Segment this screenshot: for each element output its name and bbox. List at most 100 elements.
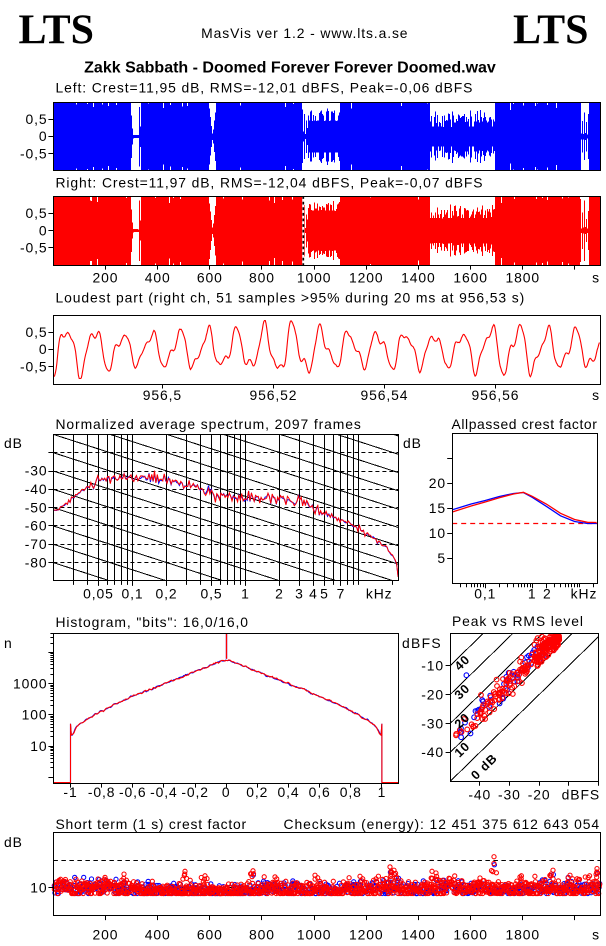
svg-text:1400: 1400 — [401, 927, 436, 943]
svg-text:1200: 1200 — [349, 270, 384, 286]
svg-text:5: 5 — [437, 550, 446, 566]
svg-text:0,5: 0,5 — [25, 324, 47, 340]
svg-text:0,2: 0,2 — [246, 784, 268, 800]
svg-text:Histogram, "bits": 16,0/16,0: Histogram, "bits": 16,0/16,0 — [56, 614, 249, 630]
svg-text:1600: 1600 — [453, 927, 488, 943]
svg-text:-30: -30 — [421, 715, 444, 731]
svg-text:0,5: 0,5 — [25, 205, 47, 221]
svg-text:20: 20 — [429, 475, 446, 491]
svg-text:-60: -60 — [25, 518, 48, 534]
svg-text:10: 10 — [30, 738, 47, 754]
svg-text:-1: -1 — [63, 784, 77, 800]
svg-text:0,05: 0,05 — [83, 585, 114, 601]
svg-text:1400: 1400 — [401, 270, 436, 286]
svg-text:956,52: 956,52 — [249, 387, 297, 403]
svg-text:2: 2 — [275, 585, 284, 601]
svg-text:-20: -20 — [421, 686, 444, 702]
svg-text:Right: Crest=11,97 dB, RMS=-12: Right: Crest=11,97 dB, RMS=-12,04 dBFS, … — [56, 175, 484, 191]
svg-text:956,54: 956,54 — [360, 387, 408, 403]
svg-text:1: 1 — [528, 585, 537, 601]
svg-text:1600: 1600 — [453, 270, 488, 286]
svg-text:Allpassed crest factor: Allpassed crest factor — [452, 416, 598, 432]
svg-text:Zakk Sabbath - Doomed Forever: Zakk Sabbath - Doomed Forever Forever Do… — [84, 60, 496, 77]
svg-text:0: 0 — [39, 128, 48, 144]
svg-text:0: 0 — [39, 222, 48, 238]
svg-text:1: 1 — [241, 585, 250, 601]
svg-text:1000: 1000 — [13, 675, 48, 691]
svg-text:Checksum (energy): 12 451 375: Checksum (energy): 12 451 375 612 643 05… — [284, 816, 600, 832]
svg-text:400: 400 — [145, 927, 171, 943]
svg-text:1800: 1800 — [505, 927, 540, 943]
svg-text:600: 600 — [197, 927, 223, 943]
svg-text:-40: -40 — [468, 786, 491, 802]
svg-text:2: 2 — [543, 585, 552, 601]
svg-text:Left: Crest=11,95 dB, RMS=-12,: Left: Crest=11,95 dB, RMS=-12,01 dBFS, P… — [56, 79, 474, 95]
svg-text:dBFS: dBFS — [562, 786, 600, 802]
svg-text:-70: -70 — [25, 536, 48, 552]
svg-text:10: 10 — [30, 880, 47, 896]
svg-text:s: s — [592, 387, 600, 403]
svg-text:-0,5: -0,5 — [20, 240, 48, 256]
svg-text:kHz: kHz — [571, 585, 598, 601]
svg-text:-0,5: -0,5 — [20, 146, 48, 162]
svg-text:1800: 1800 — [505, 270, 540, 286]
svg-text:-0,6: -0,6 — [119, 784, 147, 800]
svg-text:0,4: 0,4 — [277, 784, 299, 800]
svg-text:1000: 1000 — [297, 270, 332, 286]
svg-text:-30: -30 — [25, 463, 48, 479]
svg-text:Normalized average spectrum, 2: Normalized average spectrum, 2097 frames — [56, 416, 362, 432]
svg-text:LTS: LTS — [19, 8, 95, 54]
svg-text:-20: -20 — [528, 786, 551, 802]
svg-text:200: 200 — [93, 927, 119, 943]
svg-text:0: 0 — [39, 341, 48, 357]
svg-text:0,5: 0,5 — [200, 585, 222, 601]
svg-text:-0,8: -0,8 — [88, 784, 116, 800]
svg-text:200: 200 — [93, 270, 119, 286]
svg-text:0,6: 0,6 — [309, 784, 331, 800]
svg-text:0,2: 0,2 — [155, 585, 177, 601]
svg-text:Peak vs RMS level: Peak vs RMS level — [452, 613, 584, 629]
svg-text:7: 7 — [337, 585, 346, 601]
svg-text:-10: -10 — [421, 657, 444, 673]
svg-text:0: 0 — [222, 784, 231, 800]
svg-text:-0,4: -0,4 — [150, 784, 178, 800]
svg-text:-0,5: -0,5 — [20, 359, 48, 375]
svg-text:100: 100 — [22, 707, 48, 723]
svg-text:dB: dB — [4, 834, 23, 850]
svg-text:MasVis ver 1.2 - www.lts.a.se: MasVis ver 1.2 - www.lts.a.se — [201, 25, 408, 41]
svg-text:0,8: 0,8 — [340, 784, 362, 800]
svg-text:-50: -50 — [25, 499, 48, 515]
svg-text:dB: dB — [4, 435, 23, 451]
svg-text:0,5: 0,5 — [25, 111, 47, 127]
svg-text:15: 15 — [429, 500, 446, 516]
svg-text:956,56: 956,56 — [471, 387, 519, 403]
svg-text:-80: -80 — [25, 554, 48, 570]
svg-text:LTS: LTS — [513, 8, 589, 54]
svg-text:dB: dB — [403, 435, 422, 451]
svg-text:400: 400 — [145, 270, 171, 286]
svg-text:10: 10 — [429, 525, 446, 541]
svg-text:600: 600 — [197, 270, 223, 286]
svg-text:4: 4 — [309, 585, 318, 601]
svg-text:0,1: 0,1 — [474, 585, 496, 601]
svg-text:kHz: kHz — [366, 585, 393, 601]
svg-text:3: 3 — [295, 585, 304, 601]
svg-text:Short term (1 s) crest factor: Short term (1 s) crest factor — [56, 816, 247, 832]
svg-text:1000: 1000 — [297, 927, 332, 943]
svg-text:n: n — [4, 635, 13, 651]
svg-text:s: s — [592, 927, 600, 943]
svg-text:1200: 1200 — [349, 927, 384, 943]
svg-text:800: 800 — [249, 927, 275, 943]
svg-text:800: 800 — [249, 270, 275, 286]
svg-text:-0,2: -0,2 — [181, 784, 209, 800]
svg-text:Loudest part (right ch, 51 sam: Loudest part (right ch, 51 samples >95% … — [56, 289, 526, 305]
svg-text:s: s — [592, 270, 600, 286]
svg-text:dBFS: dBFS — [402, 635, 442, 651]
svg-text:-40: -40 — [421, 744, 444, 760]
svg-text:956,5: 956,5 — [143, 387, 182, 403]
svg-text:-40: -40 — [25, 481, 48, 497]
svg-text:5: 5 — [320, 585, 329, 601]
svg-text:1: 1 — [378, 784, 387, 800]
svg-text:0,1: 0,1 — [121, 585, 143, 601]
svg-text:-30: -30 — [498, 786, 521, 802]
